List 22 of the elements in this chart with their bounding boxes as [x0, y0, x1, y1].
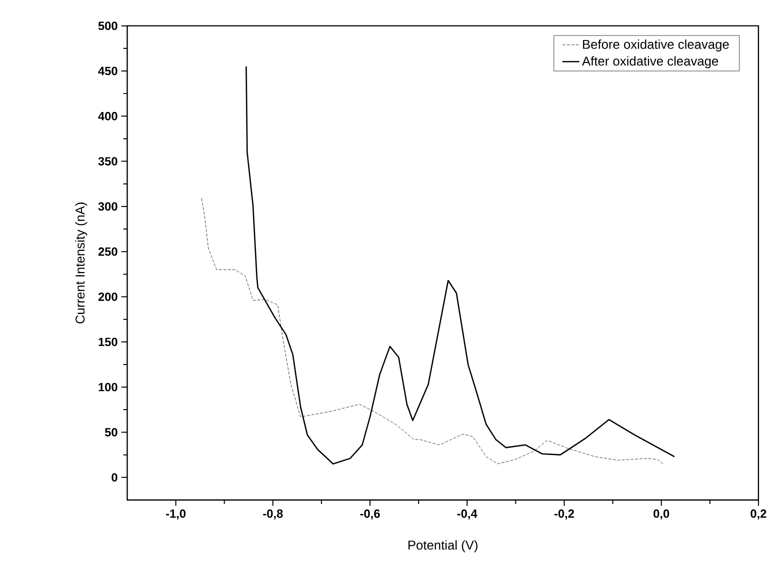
legend-label: After oxidative cleavage: [582, 56, 718, 68]
y-tick-label: 250: [98, 247, 118, 256]
legend-label: Before oxidative cleavage: [583, 39, 729, 52]
y-tick-label: 100: [98, 382, 118, 392]
y-tick-label: 300: [98, 202, 118, 210]
x-tick-label: -0,2: [554, 509, 574, 520]
y-axis-title: Current Intensity (nA): [75, 202, 88, 324]
x-tick-label: -0,6: [360, 509, 380, 520]
y-tick-label: 400: [98, 112, 118, 120]
x-tick-label: 0,2: [750, 509, 766, 520]
x-tick-label: -1,0: [166, 509, 186, 520]
y-tick-label: 350: [98, 156, 118, 166]
y-tick-label: 450: [98, 66, 118, 75]
y-tick-label: 150: [98, 338, 118, 346]
y-tick-label: 200: [98, 292, 118, 301]
y-tick-label: 50: [104, 428, 118, 436]
x-axis-title: Potential (V): [408, 540, 478, 552]
x-tick-label: -0,4: [457, 509, 478, 520]
x-tick-label: 0,0: [654, 509, 670, 520]
y-tick-label: 500: [98, 21, 118, 30]
x-tick-label: -0,8: [263, 509, 283, 520]
y-tick-label: 0: [112, 472, 118, 482]
